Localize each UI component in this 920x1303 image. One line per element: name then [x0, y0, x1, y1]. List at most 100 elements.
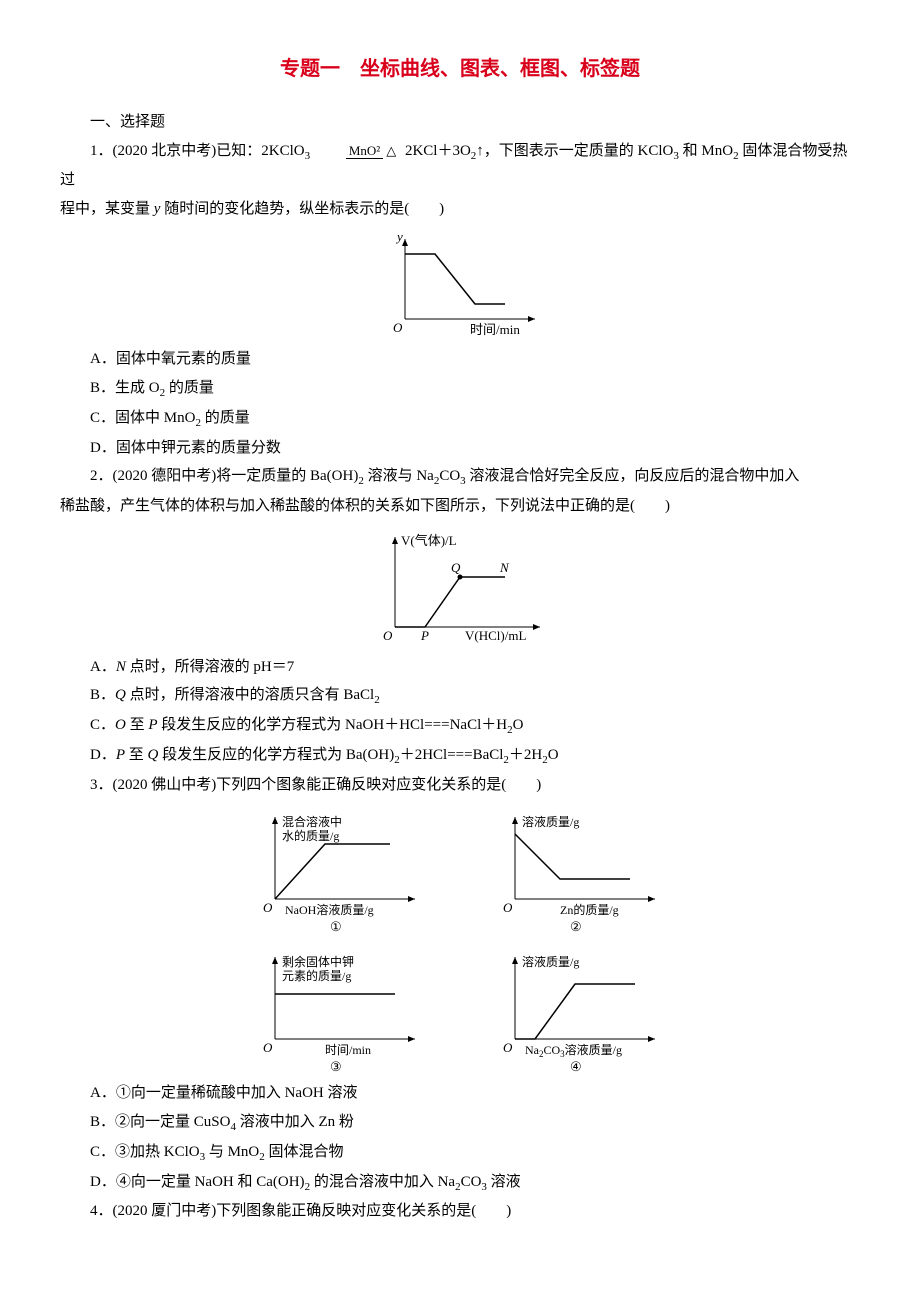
- q1-option-b: B．生成 O2 的质量: [60, 374, 860, 404]
- svg-text:溶液质量/g: 溶液质量/g: [522, 814, 579, 829]
- svg-text:NaOH溶液质量/g: NaOH溶液质量/g: [285, 902, 374, 917]
- var: Q: [148, 747, 159, 763]
- svg-text:O: O: [393, 320, 403, 335]
- var: Q: [115, 687, 126, 703]
- svg-text:①: ①: [330, 919, 342, 934]
- text: 随时间的变化趋势，纵坐标表示的是( ): [160, 201, 444, 217]
- reaction-condition: MnO²△: [316, 144, 399, 158]
- text: 与 MnO: [205, 1144, 259, 1160]
- text: 溶液中加入 Zn 粉: [236, 1114, 354, 1130]
- svg-text:剩余固体中钾: 剩余固体中钾: [282, 954, 354, 969]
- text: B．生成 O: [90, 380, 160, 396]
- q2-option-d: D．P 至 Q 段发生反应的化学方程式为 Ba(OH)2＋2HCl===BaCl…: [60, 741, 860, 771]
- chart-4: 溶液质量/g O Na2CO3溶液质量/g ④: [490, 939, 670, 1079]
- svg-text:时间/min: 时间/min: [325, 1043, 371, 1057]
- q3-chart-row-1: 混合溶液中 水的质量/g O NaOH溶液质量/g ① 溶液质量/g O Zn的…: [60, 799, 860, 939]
- cond-top: MnO²: [346, 143, 383, 159]
- text: CO: [439, 468, 460, 484]
- svg-text:O: O: [503, 900, 513, 915]
- text: ＋2HCl===BaCl: [400, 747, 504, 763]
- var: P: [148, 717, 157, 733]
- text: 溶液与 Na: [364, 468, 434, 484]
- svg-text:V(气体)/L: V(气体)/L: [401, 533, 457, 548]
- svg-text:②: ②: [570, 919, 582, 934]
- text: 的质量: [165, 380, 214, 396]
- svg-text:混合溶液中: 混合溶液中: [282, 814, 342, 829]
- text: 固体混合物: [265, 1144, 344, 1160]
- svg-text:溶液质量/g: 溶液质量/g: [522, 954, 579, 969]
- q3-chart-row-2: 剩余固体中钾 元素的质量/g O 时间/min ③ 溶液质量/g O Na2CO…: [60, 939, 860, 1079]
- text: 溶液: [487, 1174, 521, 1190]
- svg-text:③: ③: [330, 1059, 342, 1074]
- text: 溶液混合恰好完全反应，向反应后的混合物中加入: [466, 468, 800, 484]
- line-chart: V(气体)/L O P Q N V(HCl)/mL: [365, 527, 555, 647]
- svg-text:O: O: [383, 628, 393, 643]
- svg-text:时间/min: 时间/min: [470, 322, 520, 337]
- text: D．④向一定量 NaOH 和 Ca(OH): [90, 1174, 305, 1190]
- sub: 2: [374, 694, 380, 706]
- svg-text:O: O: [263, 1040, 273, 1055]
- cond-bot: △: [383, 143, 399, 158]
- q1-text: ↑，下图表示一定质量的 KClO: [476, 143, 673, 159]
- question-3: 3．(2020 佛山中考)下列四个图象能正确反映对应变化关系的是( ): [60, 771, 860, 800]
- q1-option-a: A．固体中氧元素的质量: [60, 345, 860, 374]
- q1-option-c: C．固体中 MnO2 的质量: [60, 404, 860, 434]
- text: ＋2H: [509, 747, 542, 763]
- svg-text:O: O: [503, 1040, 513, 1055]
- q3-option-c: C．③加热 KClO3 与 MnO2 固体混合物: [60, 1138, 860, 1168]
- text: 的混合溶液中加入 Na: [310, 1174, 455, 1190]
- q2-option-c: C．O 至 P 段发生反应的化学方程式为 NaOH＋HCl===NaCl＋H2O: [60, 711, 860, 741]
- q1-text: 和 MnO: [679, 143, 733, 159]
- q3-option-d: D．④向一定量 NaOH 和 Ca(OH)2 的混合溶液中加入 Na2CO3 溶…: [60, 1168, 860, 1198]
- var: N: [116, 659, 126, 675]
- text: 至: [126, 717, 149, 733]
- svg-text:④: ④: [570, 1059, 582, 1074]
- question-2-line2: 稀盐酸，产生气体的体积与加入稀盐酸的体积的关系如下图所示，下列说法中正确的是( …: [60, 492, 860, 521]
- chart-1: 混合溶液中 水的质量/g O NaOH溶液质量/g ①: [250, 799, 430, 939]
- svg-text:Zn的质量/g: Zn的质量/g: [560, 902, 619, 917]
- svg-text:O: O: [263, 900, 273, 915]
- text: C．: [90, 717, 115, 733]
- question-1: 1．(2020 北京中考)已知：2KClO3 MnO²△ 2KCl＋3O2↑，下…: [60, 137, 860, 195]
- text: D．: [90, 747, 116, 763]
- question-1-line2: 程中，某变量 y 随时间的变化趋势，纵坐标表示的是( ): [60, 195, 860, 224]
- q2-option-a: A．N 点时，所得溶液的 pH＝7: [60, 653, 860, 682]
- text: 点时，所得溶液中的溶质只含有 BaCl: [126, 687, 374, 703]
- chart-3: 剩余固体中钾 元素的质量/g O 时间/min ③: [250, 939, 430, 1079]
- q1-chart: y O 时间/min: [60, 229, 860, 339]
- svg-text:V(HCl)/mL: V(HCl)/mL: [465, 628, 526, 643]
- chart-2: 溶液质量/g O Zn的质量/g ②: [490, 799, 670, 939]
- text: A．: [90, 659, 116, 675]
- text: C．③加热 KClO: [90, 1144, 200, 1160]
- svg-text:Q: Q: [451, 560, 461, 575]
- var: O: [115, 717, 126, 733]
- text: 的质量: [201, 410, 250, 426]
- q3-option-a: A．①向一定量稀硫酸中加入 NaOH 溶液: [60, 1079, 860, 1108]
- line-chart: y O 时间/min: [375, 229, 545, 339]
- text: 至: [125, 747, 148, 763]
- text: O: [548, 747, 559, 763]
- section-heading: 一、选择题: [60, 108, 860, 137]
- text: 段发生反应的化学方程式为 Ba(OH): [158, 747, 394, 763]
- q2-chart: V(气体)/L O P Q N V(HCl)/mL: [60, 527, 860, 647]
- text: B．: [90, 687, 115, 703]
- text: B．②向一定量 CuSO: [90, 1114, 230, 1130]
- text: C．固体中 MnO: [90, 410, 195, 426]
- text: 段发生反应的化学方程式为 NaOH＋HCl===NaCl＋H: [158, 717, 508, 733]
- svg-text:y: y: [395, 229, 403, 244]
- question-4: 4．(2020 厦门中考)下列图象能正确反映对应变化关系的是( ): [60, 1197, 860, 1226]
- text: CO: [461, 1174, 482, 1190]
- svg-text:N: N: [499, 560, 510, 575]
- text: 2．(2020 德阳中考)将一定质量的 Ba(OH): [90, 468, 358, 484]
- question-2: 2．(2020 德阳中考)将一定质量的 Ba(OH)2 溶液与 Na2CO3 溶…: [60, 462, 860, 492]
- page-title: 专题一 坐标曲线、图表、框图、标签题: [60, 50, 860, 88]
- sub: 3: [305, 150, 311, 162]
- text: 程中，某变量: [60, 201, 154, 217]
- svg-text:元素的质量/g: 元素的质量/g: [282, 968, 351, 983]
- text: O: [513, 717, 524, 733]
- svg-text:水的质量/g: 水的质量/g: [282, 828, 339, 843]
- svg-text:P: P: [420, 628, 429, 643]
- q2-option-b: B．Q 点时，所得溶液中的溶质只含有 BaCl2: [60, 681, 860, 711]
- q1-option-d: D．固体中钾元素的质量分数: [60, 434, 860, 463]
- svg-text:Na2CO3溶液质量/g: Na2CO3溶液质量/g: [525, 1042, 622, 1059]
